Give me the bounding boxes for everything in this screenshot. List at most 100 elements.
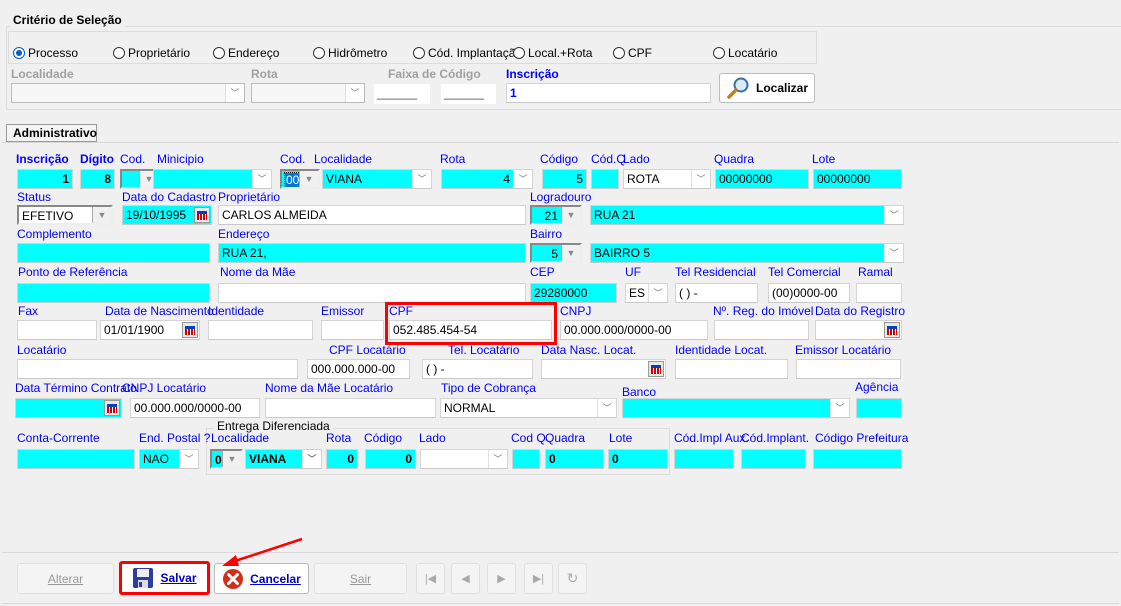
ent-lote-input[interactable]: 0 [608,449,668,469]
tel-residencial-input[interactable]: ( ) - [675,283,758,303]
cod-impl-aux-label: Cód.Impl Aux. [674,431,749,445]
inscricao-input[interactable]: 1 [17,169,73,189]
sair-button[interactable]: Sair [314,563,407,594]
codq-input[interactable] [591,169,619,189]
locatario-input[interactable] [17,359,298,379]
cancelar-button[interactable]: Cancelar [214,563,309,594]
faixa-to-input[interactable]: ______ [441,84,496,104]
cep-value: 29280000 [534,286,588,300]
localidade-filter-combo[interactable]: ﹀ [11,83,245,103]
proprietario-input[interactable]: CARLOS ALMEIDA [218,205,526,225]
emissor-locatario-input[interactable] [796,359,901,379]
logradouro-combo[interactable]: RUA 21 ﹀ [590,205,904,225]
identidade-locat-input[interactable] [675,359,788,379]
nome-mae-input[interactable] [218,283,526,303]
lado-combo[interactable]: ROTA ﹀ [623,169,711,189]
ent-codq-input[interactable] [512,449,540,469]
radio-label: Processo [28,46,79,60]
cod-impl-aux-input[interactable] [674,449,734,469]
data-registro-date-input[interactable] [815,320,902,340]
calendar-icon[interactable] [648,361,664,377]
lote-input[interactable]: 00000000 [813,169,902,189]
radio-c-d-implanta-o[interactable]: Cód. Implantação [413,46,522,60]
localizar-button[interactable]: Localizar [719,73,815,103]
logradouro-cod-value: 21 [544,209,558,223]
tel-comercial-input[interactable]: (00)0000-00 [768,283,850,303]
ent-rota-input[interactable]: 0 [326,449,358,469]
tel-locatario-label: Tel. Locatário [448,343,520,357]
data-termino-contrato-date-input[interactable] [15,398,122,418]
identidade-input[interactable] [208,320,313,340]
ponto-referencia-input[interactable] [17,283,210,303]
calendar-icon[interactable] [194,207,210,223]
last-record-button[interactable]: ▶| [524,563,553,594]
complemento-input[interactable] [17,243,210,263]
cpf-input[interactable]: 052.485.454-54 [389,320,552,340]
tel-residencial-value: ( ) - [679,286,698,300]
ent-quadra-input[interactable]: 0 [545,449,604,469]
refresh-button[interactable]: ↻ [558,563,587,594]
nome-mae-locatario-input[interactable] [265,398,436,418]
radio-cpf[interactable]: CPF [613,46,652,60]
tel-comercial-label: Tel Comercial [768,265,841,279]
data-cadastro-date-input[interactable]: 19/10/1995 [122,205,212,225]
tel-locatario-input[interactable]: ( ) - [422,359,533,379]
calendar-icon[interactable] [884,322,900,338]
calendar-icon[interactable] [182,322,198,338]
radio-locat-rio[interactable]: Locatário [713,46,777,60]
data-nascimento-date-input[interactable]: 01/01/1900 [100,320,200,340]
next-record-button[interactable]: ▶ [487,563,516,594]
ent-lado-combo[interactable]: ﹀ [420,449,508,469]
inscricao-filter-input[interactable]: 1 [506,83,711,103]
alterar-button[interactable]: Alterar [17,563,114,594]
status-combo[interactable]: EFETIVO ▼ [17,205,113,225]
data-nasc-locat-date-input[interactable] [541,359,666,379]
codigo-input[interactable]: 5 [542,169,587,189]
rota-filter-combo[interactable]: ﹀ [251,83,365,103]
data-cadastro-label: Data do Cadastro [122,190,217,204]
ent-localidade-combo[interactable]: VIANA ﹀ [245,449,322,469]
salvar-button[interactable]: Salvar [119,561,210,595]
radio-endere-o[interactable]: Endereço [213,46,279,60]
radio-propriet-rio[interactable]: Proprietário [113,46,190,60]
end-postal-combo[interactable]: NAO ﹀ [139,449,199,469]
radio-group [8,31,817,64]
first-record-button[interactable]: |◀ [416,563,445,594]
banco-combo[interactable]: ﹀ [622,398,850,418]
cpf-locatario-input[interactable]: 000.000.000-00 [307,359,410,379]
radio-hidr-metro[interactable]: Hidrômetro [313,46,387,60]
digito-input[interactable]: 8 [80,169,115,189]
ent-localidade-cod-combo[interactable]: 00▼ [210,449,243,469]
cnpj-input[interactable]: 00.000.000/0000-00 [560,320,708,340]
radio-local-rota[interactable]: Local.+Rota [513,46,592,60]
agencia-input[interactable] [856,398,902,418]
ramal-input[interactable] [856,283,902,303]
faixa-from-input[interactable]: ______ [374,84,430,104]
ent-rota-value: 0 [347,452,354,466]
previous-record-button[interactable]: ◀ [451,563,480,594]
tab-administrativo[interactable]: Administrativo [6,124,97,142]
cep-input[interactable]: 29280000 [530,283,617,303]
uf-combo[interactable]: ES ﹀ [625,283,668,303]
cnpj-locatario-input[interactable]: 00.000.000/0000-00 [130,398,260,418]
localidade-combo[interactable]: VIANA ﹀ [322,169,432,189]
codigo-prefeitura-input[interactable] [813,449,902,469]
quadra-input[interactable]: 00000000 [715,169,809,189]
bairro-cod-combo[interactable]: 5 ▼ [530,243,582,263]
fax-input[interactable] [17,320,97,340]
emissor-input[interactable] [321,320,384,340]
radio-processo[interactable]: Processo [13,46,78,60]
municipio-combo[interactable]: ﹀ [153,169,272,189]
rota-combo[interactable]: 4 ﹀ [441,169,533,189]
radio-label: CPF [628,46,652,60]
calendar-icon[interactable] [104,400,120,416]
tipo-cobranca-combo[interactable]: NORMAL ﹀ [440,398,617,418]
cod-implant-input[interactable] [741,449,806,469]
conta-corrente-input[interactable] [17,449,135,469]
logradouro-cod-combo[interactable]: 21 ▼ [530,205,582,225]
endereco-input[interactable]: RUA 21, [218,243,526,263]
reg-imovel-input[interactable] [714,320,809,340]
cod-localidade-combo[interactable]: 00 ▼ [280,169,320,189]
bairro-combo[interactable]: BAIRRO 5 ﹀ [590,243,904,263]
ent-codigo-input[interactable]: 0 [365,449,416,469]
